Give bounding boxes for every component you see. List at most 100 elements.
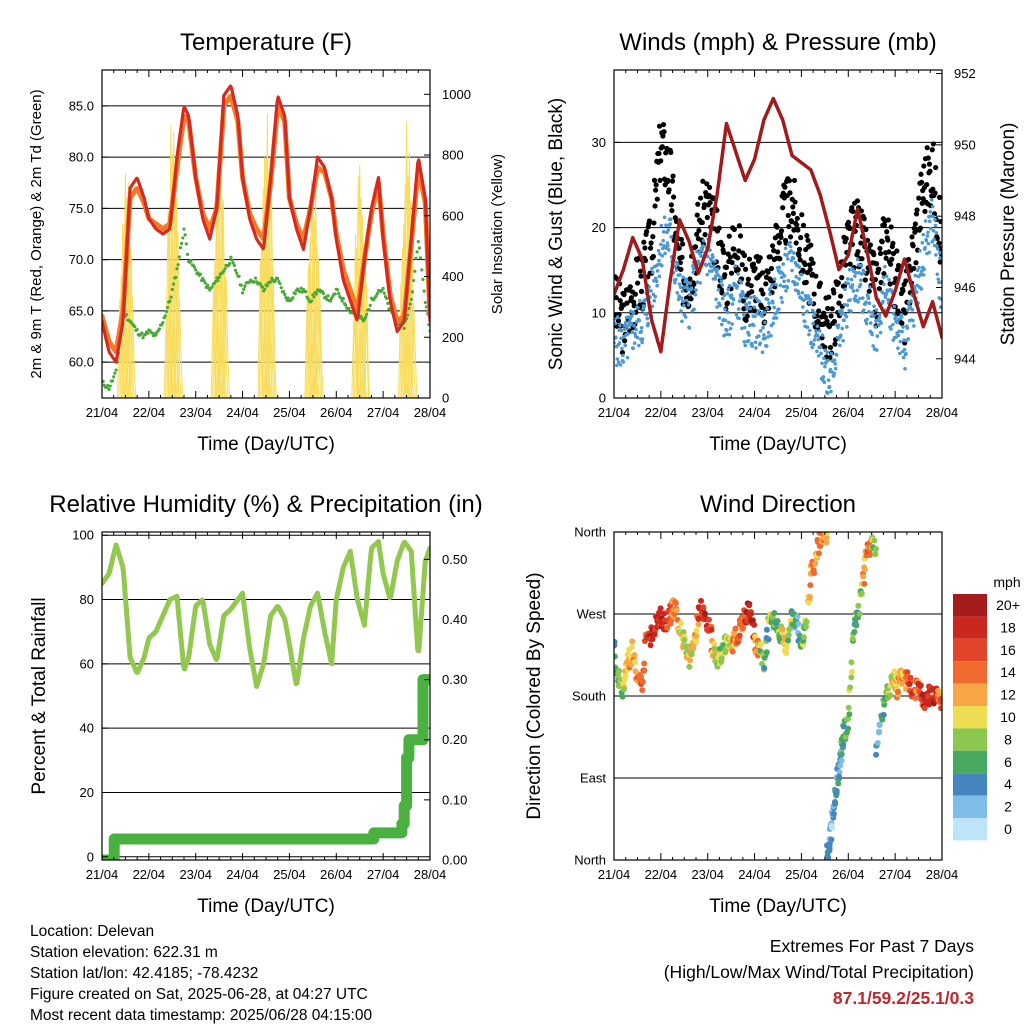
dewpoint-point bbox=[368, 303, 372, 307]
wind-point bbox=[886, 297, 890, 302]
gust-point bbox=[789, 219, 795, 225]
wind-point bbox=[918, 248, 922, 253]
dewpoint-point bbox=[192, 265, 197, 269]
gust-point bbox=[859, 256, 865, 262]
direction-point bbox=[641, 660, 648, 667]
wind-point bbox=[795, 282, 800, 286]
wind-point bbox=[645, 312, 649, 317]
direction-point bbox=[876, 728, 883, 735]
gust-point bbox=[894, 248, 900, 254]
wind-point bbox=[639, 326, 644, 330]
wind-point bbox=[920, 240, 925, 245]
dewpoint-point bbox=[291, 296, 295, 300]
direction-point bbox=[873, 751, 880, 758]
gust-point bbox=[800, 267, 806, 273]
wind-point bbox=[836, 323, 841, 327]
gust-point bbox=[827, 344, 834, 351]
direction-point bbox=[765, 636, 772, 643]
wind-point bbox=[919, 272, 923, 276]
gust-point bbox=[695, 201, 701, 207]
dewpoint-point bbox=[310, 299, 314, 303]
direction-point bbox=[631, 651, 638, 658]
wind-point bbox=[891, 322, 895, 327]
extremes-box: Extremes For Past 7 Days (High/Low/Max W… bbox=[664, 933, 974, 1011]
gust-point bbox=[663, 150, 669, 156]
gust-point bbox=[805, 237, 811, 243]
wind-point bbox=[665, 241, 670, 245]
wind-point bbox=[695, 249, 699, 254]
wind-point bbox=[834, 353, 839, 357]
wind-point bbox=[847, 267, 852, 272]
wind-point bbox=[688, 281, 693, 286]
x-tick-label: 24/04 bbox=[226, 867, 259, 882]
gust-point bbox=[699, 219, 705, 226]
gust-point bbox=[881, 271, 887, 277]
wind-point bbox=[680, 319, 684, 324]
legend-swatch bbox=[953, 706, 987, 729]
wind-point bbox=[805, 325, 810, 330]
wind-point bbox=[715, 305, 719, 309]
wind-point bbox=[768, 292, 772, 296]
direction-point bbox=[632, 659, 639, 666]
solar-insolation-line bbox=[214, 169, 222, 398]
direction-point bbox=[649, 636, 656, 643]
direction-point bbox=[874, 740, 881, 747]
gust-point bbox=[883, 255, 889, 261]
wind-point bbox=[659, 242, 663, 247]
gust-point bbox=[790, 204, 796, 210]
created-text: Figure created on Sat, 2025-06-28, at 04… bbox=[30, 986, 368, 1003]
wind-point bbox=[928, 209, 933, 214]
dewpoint-point bbox=[231, 261, 235, 265]
wind-point bbox=[764, 344, 769, 348]
x-tick-label: 21/04 bbox=[86, 405, 119, 420]
direction-point bbox=[757, 641, 764, 648]
dewpoint-point bbox=[279, 286, 283, 290]
gust-point bbox=[862, 277, 868, 283]
wind-point bbox=[614, 335, 618, 340]
direction-point bbox=[837, 762, 844, 769]
wind-point bbox=[895, 320, 900, 325]
gust-point bbox=[918, 179, 925, 185]
gust-point bbox=[932, 190, 938, 196]
wind-point bbox=[935, 272, 940, 277]
gust-point bbox=[934, 235, 940, 242]
wind-point bbox=[772, 277, 777, 281]
wind-point bbox=[904, 351, 908, 356]
wind-point bbox=[812, 338, 817, 342]
y2-tick-label: 0.30 bbox=[442, 672, 467, 687]
solar-insolation-line bbox=[317, 295, 324, 398]
wind-point bbox=[921, 232, 926, 237]
dewpoint-point bbox=[299, 286, 303, 290]
wind-point bbox=[775, 310, 779, 315]
gust-point bbox=[914, 207, 920, 213]
direction-point bbox=[866, 551, 873, 558]
wind-point bbox=[884, 292, 889, 297]
gust-point bbox=[741, 252, 748, 259]
direction-point bbox=[811, 570, 818, 577]
dewpoint-point bbox=[185, 252, 190, 256]
direction-point bbox=[673, 607, 680, 614]
wind-point bbox=[698, 281, 703, 285]
gust-point bbox=[748, 283, 754, 289]
wind-point bbox=[691, 270, 695, 275]
wind-point bbox=[805, 309, 809, 314]
dewpoint-point bbox=[415, 250, 419, 254]
gust-point bbox=[885, 237, 891, 243]
wind-point bbox=[797, 277, 801, 281]
wind-point bbox=[898, 351, 902, 356]
wind-point bbox=[731, 297, 736, 302]
solar-insolation-line bbox=[168, 124, 175, 398]
wind-point bbox=[661, 238, 665, 243]
direction-point bbox=[718, 655, 725, 662]
direction-point bbox=[651, 631, 658, 638]
wind-point bbox=[653, 294, 658, 299]
gust-point bbox=[776, 240, 782, 246]
direction-point bbox=[845, 704, 852, 711]
wind-point bbox=[785, 253, 789, 258]
y2-tick-label: 200 bbox=[442, 330, 464, 345]
gust-point bbox=[846, 225, 853, 232]
direction-point bbox=[880, 711, 887, 718]
wind-point bbox=[856, 300, 860, 304]
wind-point bbox=[709, 258, 714, 263]
direction-point bbox=[856, 610, 863, 617]
